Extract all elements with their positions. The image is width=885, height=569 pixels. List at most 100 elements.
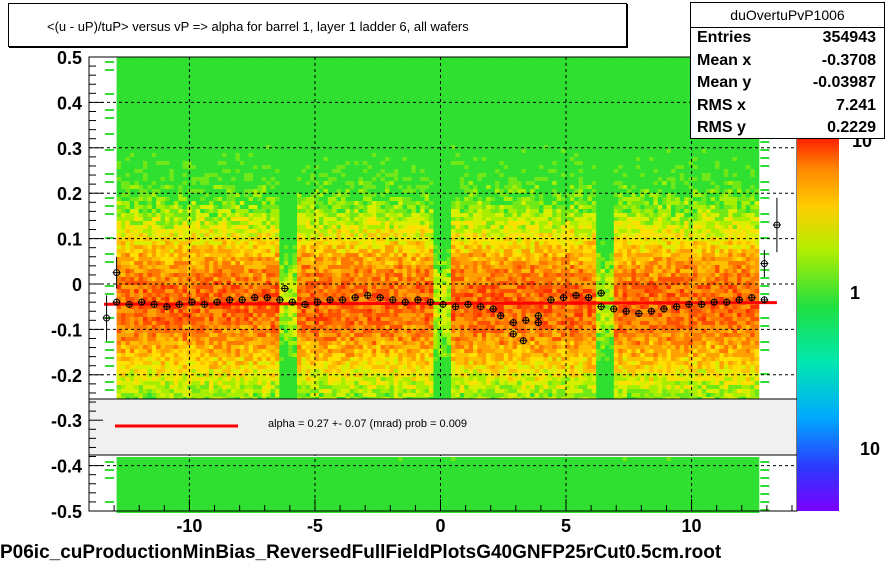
profile-point: [313, 298, 322, 306]
profile-marker: [150, 300, 158, 308]
fit-result-text: alpha = 0.27 +- 0.07 (mrad) prob = 0.009: [268, 418, 468, 430]
profile-point: [489, 305, 498, 313]
profile-marker: [251, 294, 259, 302]
profile-marker: [560, 294, 568, 302]
x-tick-label: 5: [561, 516, 571, 536]
profile-marker: [519, 337, 527, 345]
profile-marker: [175, 300, 183, 308]
profile-marker: [710, 298, 718, 306]
y-tick-label: 0.4: [57, 93, 82, 113]
y-tick-label: 0.3: [57, 139, 82, 159]
profile-point: [213, 298, 222, 306]
y-tick-label: -0.3: [51, 411, 82, 431]
profile-marker: [489, 305, 497, 313]
profile-marker: [760, 296, 768, 304]
profile-point: [263, 293, 272, 302]
profile-marker: [547, 296, 555, 304]
profile-point: [250, 293, 259, 302]
profile-point: [597, 303, 606, 311]
profile-point: [672, 303, 681, 311]
profile-marker: [113, 298, 121, 306]
profile-marker: [464, 300, 472, 308]
profile-marker: [647, 307, 655, 315]
profile-marker: [263, 294, 271, 302]
profile-marker: [238, 296, 246, 304]
profile-point: [351, 293, 360, 302]
stats-row-entries: Entries 354943: [697, 29, 876, 51]
stats-value: 7.241: [835, 97, 876, 114]
stats-row-mean-y: Mean y -0.03987: [697, 74, 876, 96]
profile-marker: [364, 291, 372, 299]
profile-marker: [672, 303, 680, 311]
colorbar-label-mid: 1: [850, 283, 860, 303]
profile-point: [509, 330, 518, 338]
profile-marker: [597, 289, 605, 297]
profile-marker: [188, 298, 196, 306]
profile-point: [388, 296, 397, 304]
profile-point: [112, 298, 121, 306]
profile-marker: [760, 260, 768, 268]
profile-marker: [660, 305, 668, 313]
chart-title: <(u - uP)/tuP> versus vP => alpha for ba…: [47, 19, 469, 34]
profile-point: [275, 296, 284, 304]
profile-point: [496, 312, 505, 320]
profile-point: [150, 300, 159, 309]
y-tick-label: -0.5: [51, 502, 82, 522]
profile-point: [300, 300, 309, 309]
stats-label: RMS x: [697, 97, 746, 114]
profile-point: [760, 249, 769, 278]
profile-marker: [723, 298, 731, 306]
stats-separator: [691, 27, 884, 28]
colorbar-label-bottom: 10: [860, 439, 880, 459]
y-tick-label: -0.2: [51, 366, 82, 386]
stats-label: Entries: [697, 29, 752, 46]
stats-label: Mean y: [697, 74, 752, 91]
profile-point: [102, 295, 111, 341]
profile-marker: [497, 312, 505, 320]
profile-point: [439, 300, 447, 309]
profile-point: [519, 337, 528, 345]
title-box: <(u - uP)/tuP> versus vP => alpha for ba…: [8, 3, 627, 47]
profile-marker: [585, 294, 593, 302]
profile-marker: [509, 330, 517, 338]
profile-point: [772, 197, 781, 253]
profile-point: [476, 303, 485, 311]
profile-marker: [163, 303, 171, 311]
profile-marker: [226, 296, 234, 304]
profile-point: [464, 300, 473, 309]
profile-point: [647, 307, 656, 315]
y-tick-label: 0.2: [57, 184, 82, 204]
profile-point: [187, 298, 196, 306]
profile-marker: [773, 221, 781, 229]
profile-marker: [610, 305, 618, 313]
profile-point: [622, 307, 631, 315]
stats-row-rms-x: RMS x 7.241: [697, 97, 876, 119]
profile-point: [685, 300, 694, 309]
profile-marker: [698, 300, 706, 308]
profile-marker: [301, 300, 309, 308]
profile-marker: [452, 303, 460, 311]
profile-marker: [509, 319, 517, 327]
profile-point: [584, 293, 593, 302]
profile-point: [426, 298, 435, 306]
profile-marker: [326, 296, 334, 304]
profile-marker: [376, 294, 384, 302]
y-tick-label: -0.1: [51, 320, 82, 340]
profile-marker: [288, 298, 296, 306]
profile-point: [697, 300, 706, 309]
stats-value: 0.2229: [827, 119, 876, 136]
stats-value: -0.03987: [812, 74, 876, 91]
profile-point: [735, 296, 744, 304]
profile-point: [137, 298, 146, 306]
profile-marker: [522, 316, 530, 324]
profile-marker: [534, 312, 542, 320]
profile-point: [534, 312, 543, 320]
profile-point: [175, 300, 184, 309]
profile-point: [534, 318, 543, 327]
stats-row-mean-x: Mean x -0.3708: [697, 52, 876, 74]
profile-point: [722, 298, 731, 306]
stats-value: -0.3708: [821, 52, 876, 69]
y-tick-label: 0.1: [57, 230, 82, 250]
profile-marker: [622, 307, 630, 315]
profile-marker: [281, 285, 289, 293]
